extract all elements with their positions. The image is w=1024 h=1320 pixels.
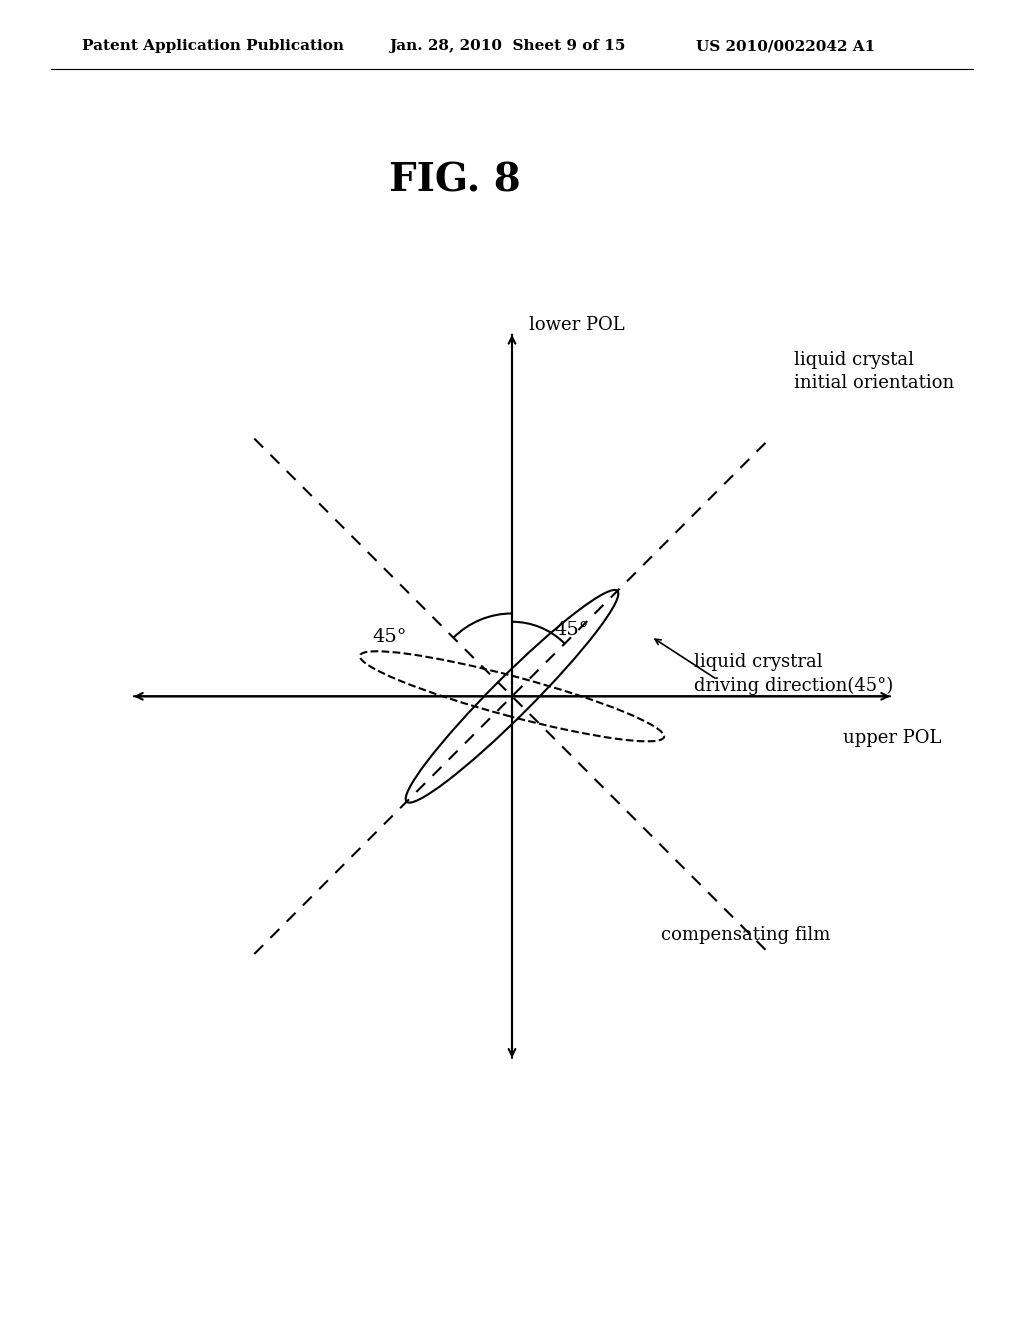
- Text: Jan. 28, 2010  Sheet 9 of 15: Jan. 28, 2010 Sheet 9 of 15: [389, 40, 626, 53]
- Text: lower POL: lower POL: [528, 317, 625, 334]
- Text: 45°: 45°: [372, 627, 407, 645]
- Text: compensating film: compensating film: [662, 925, 830, 944]
- Text: liquid crystral
driving direction(45°): liquid crystral driving direction(45°): [694, 653, 894, 696]
- Text: upper POL: upper POL: [844, 730, 942, 747]
- Text: Patent Application Publication: Patent Application Publication: [82, 40, 344, 53]
- Text: 45°: 45°: [554, 620, 589, 639]
- Text: US 2010/0022042 A1: US 2010/0022042 A1: [696, 40, 876, 53]
- Text: FIG. 8: FIG. 8: [389, 161, 521, 199]
- Text: liquid crystal
initial orientation: liquid crystal initial orientation: [794, 351, 954, 392]
